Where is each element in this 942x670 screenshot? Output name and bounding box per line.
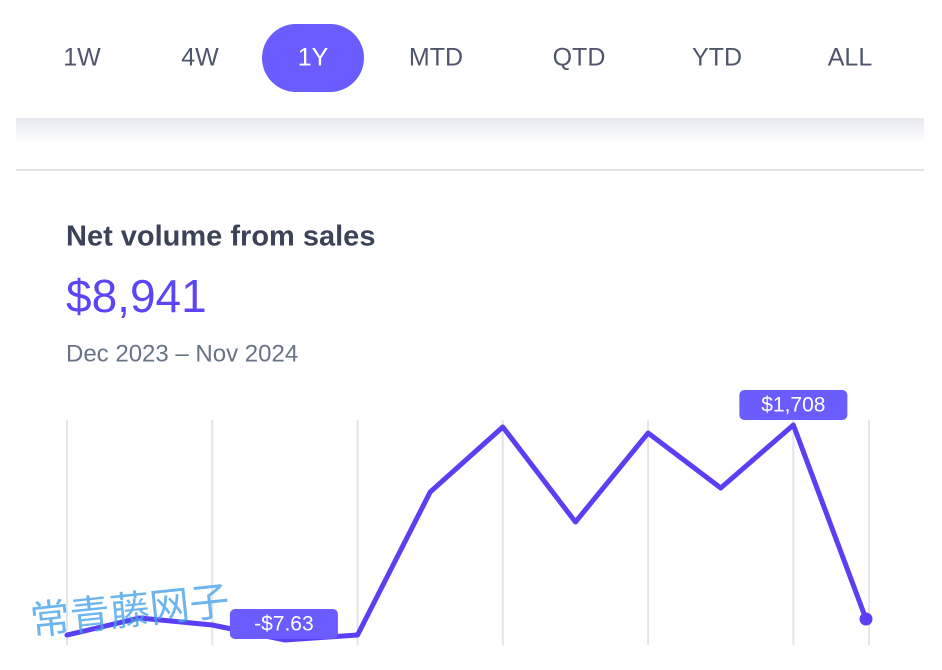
tab-label: 1Y [298,44,329,72]
tab[interactable]: MTD [409,44,463,72]
tab[interactable]: QTD [553,44,606,72]
tab-bar-shadow [16,118,924,142]
value-label-bg [739,390,848,420]
tab[interactable]: 1Y [262,24,364,92]
value-label: $1,708 [761,394,825,417]
chart-title: Net volume from sales [66,221,375,253]
tab-label: ALL [828,44,873,72]
total-value: $8,941 [66,270,207,322]
tab[interactable]: 4W [181,44,219,72]
tab[interactable]: YTD [692,44,742,72]
line [64,422,869,643]
tab[interactable]: ALL [828,44,873,72]
value-label: -$7.63 [254,613,314,636]
tab-label: MTD [409,44,463,72]
tab-label: 1W [63,44,101,72]
tab-selected-pill [262,24,364,92]
date-range: Dec 2023 – Nov 2024 [66,340,298,367]
tab-label: YTD [692,44,742,72]
watermark: 常青藤网子 [28,579,232,644]
tab-label: 4W [181,44,219,72]
end-point [859,612,873,626]
tab[interactable]: 1W [63,44,101,72]
tab-label: QTD [553,44,606,72]
value-label-bg [229,609,338,639]
